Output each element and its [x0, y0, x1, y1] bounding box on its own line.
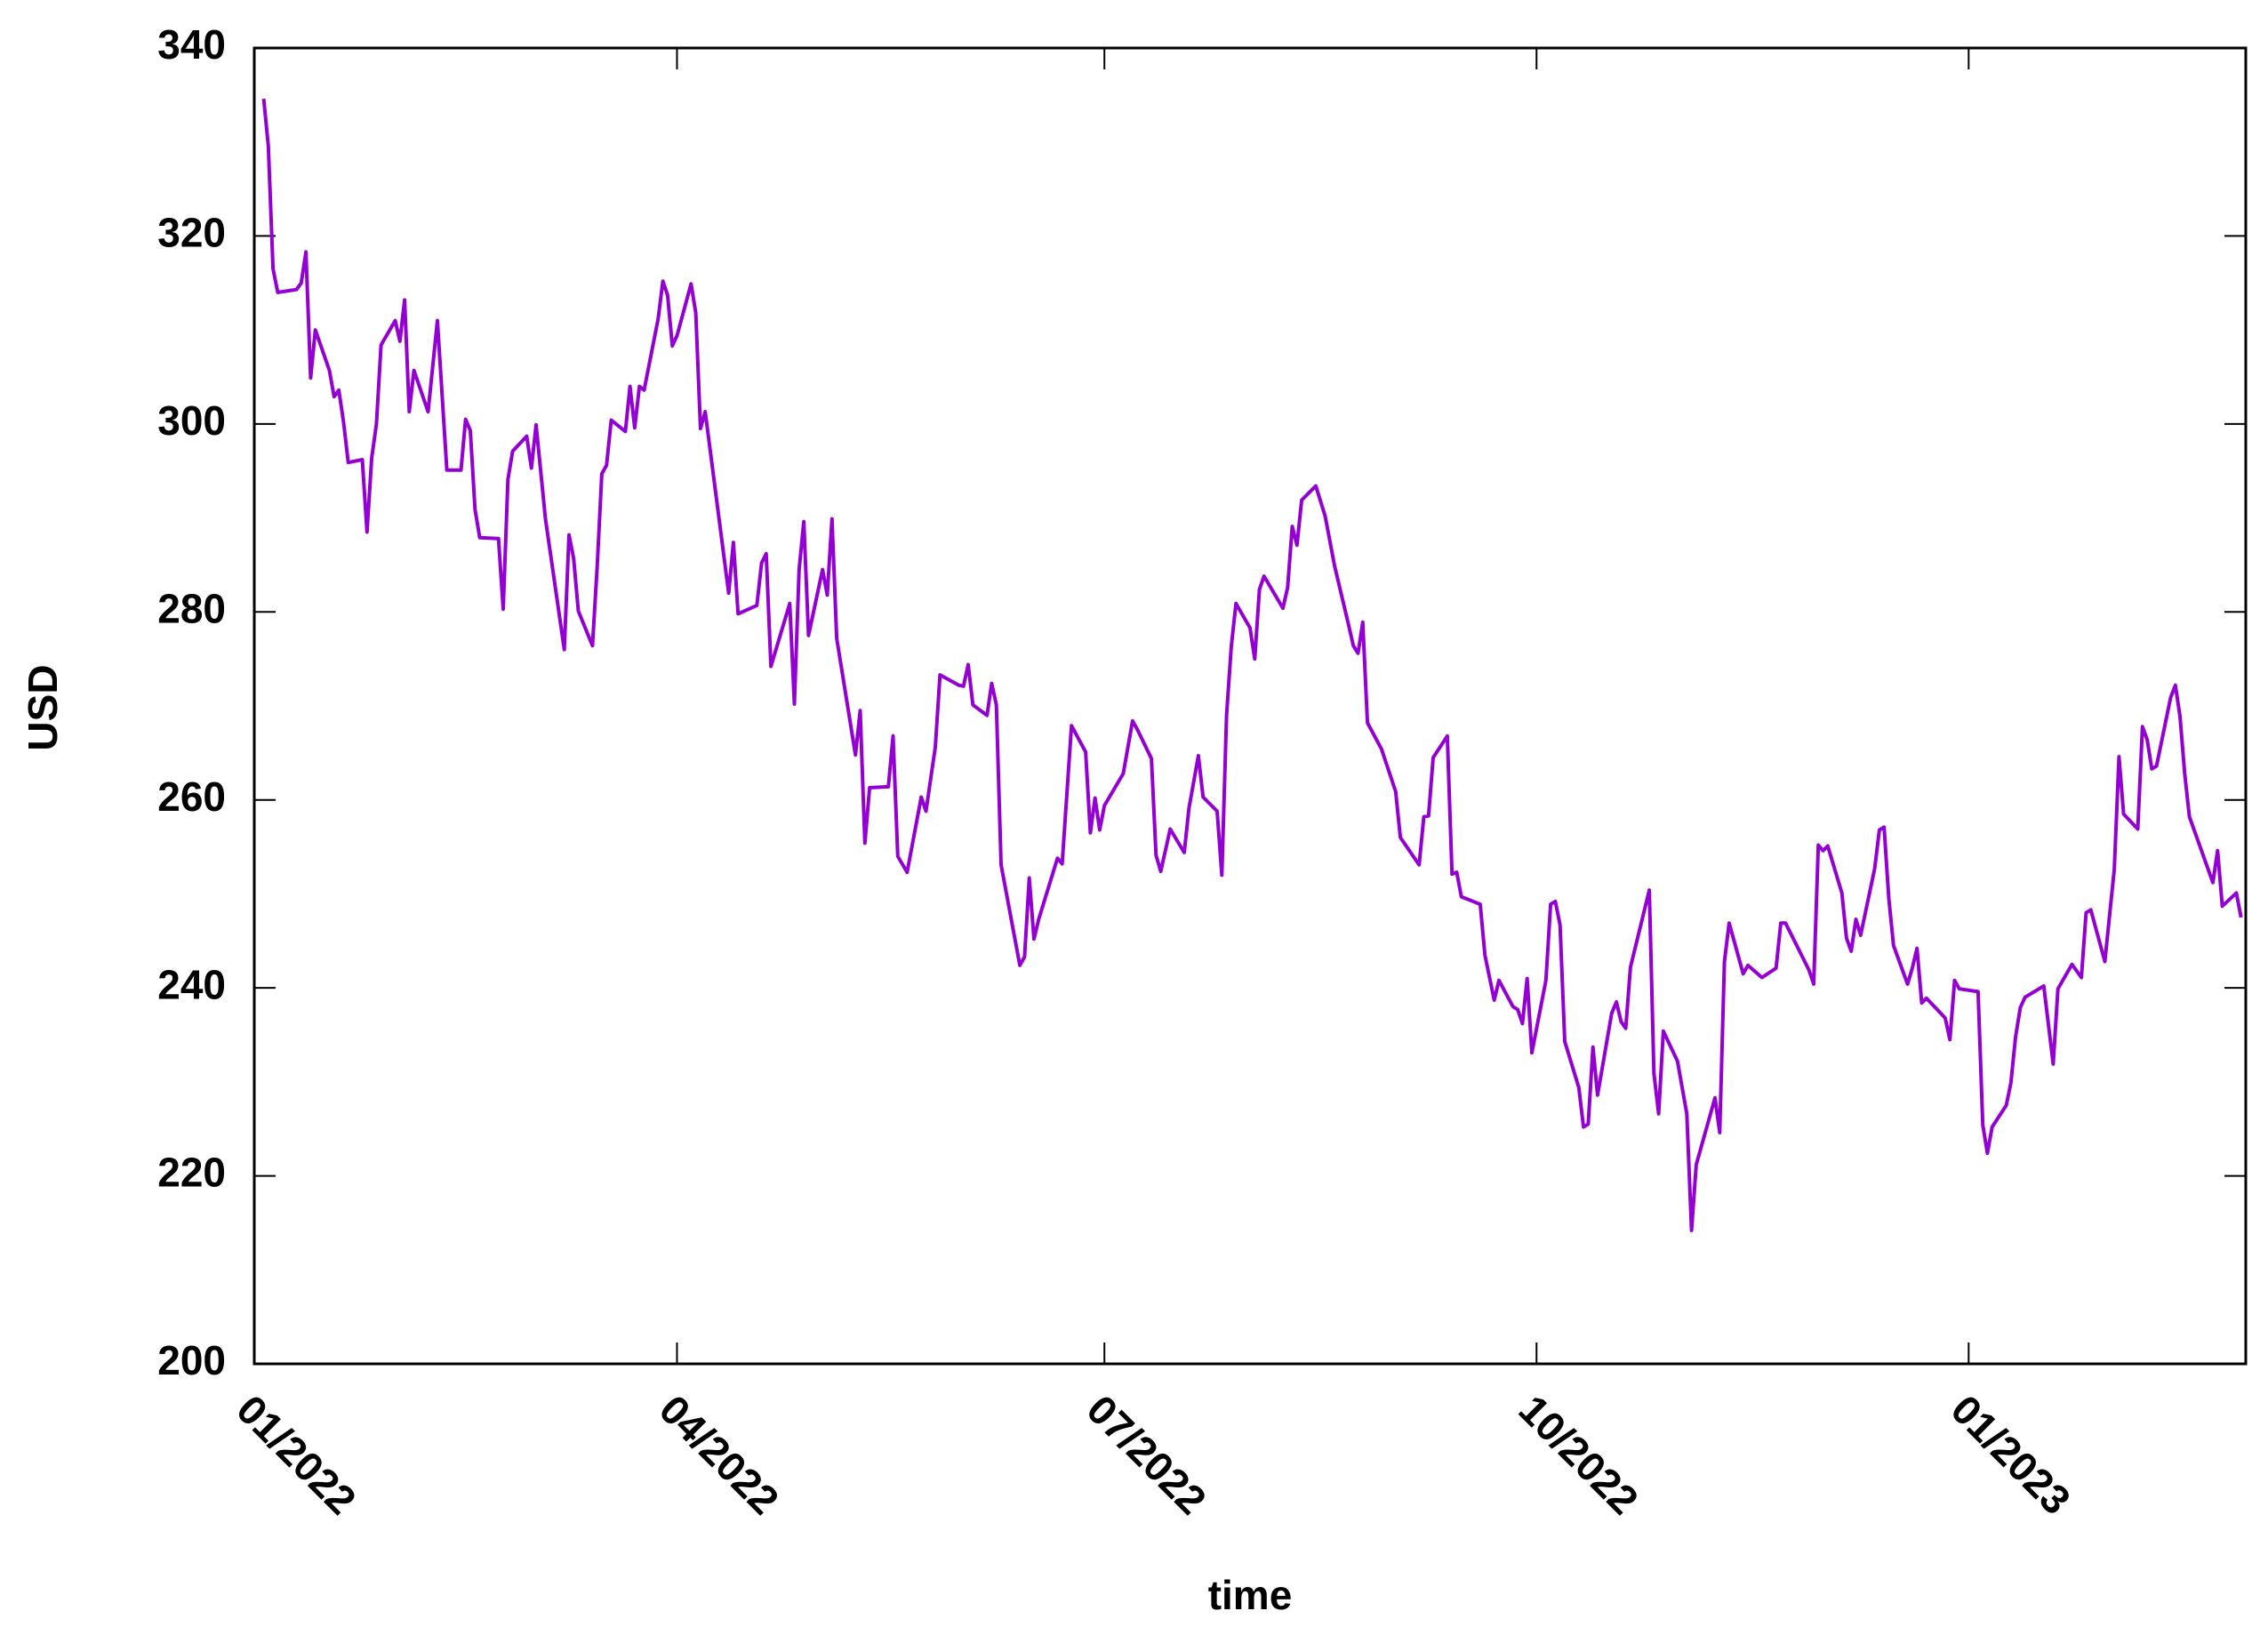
y-tick-label: 340	[157, 21, 226, 68]
y-tick-label: 320	[157, 210, 226, 256]
plot-frame	[252, 46, 2248, 1366]
y-tick-label: 220	[157, 1150, 226, 1196]
x-axis-title: time	[1208, 1572, 1293, 1618]
y-axis-title: USD	[20, 664, 66, 750]
y-tick-label: 200	[157, 1337, 226, 1383]
y-tick-label: 260	[157, 773, 226, 820]
price-line	[261, 98, 2243, 1232]
y-tick-label: 240	[157, 961, 226, 1007]
y-tick-label: 280	[157, 585, 226, 631]
y-tick-label: 300	[157, 397, 226, 444]
